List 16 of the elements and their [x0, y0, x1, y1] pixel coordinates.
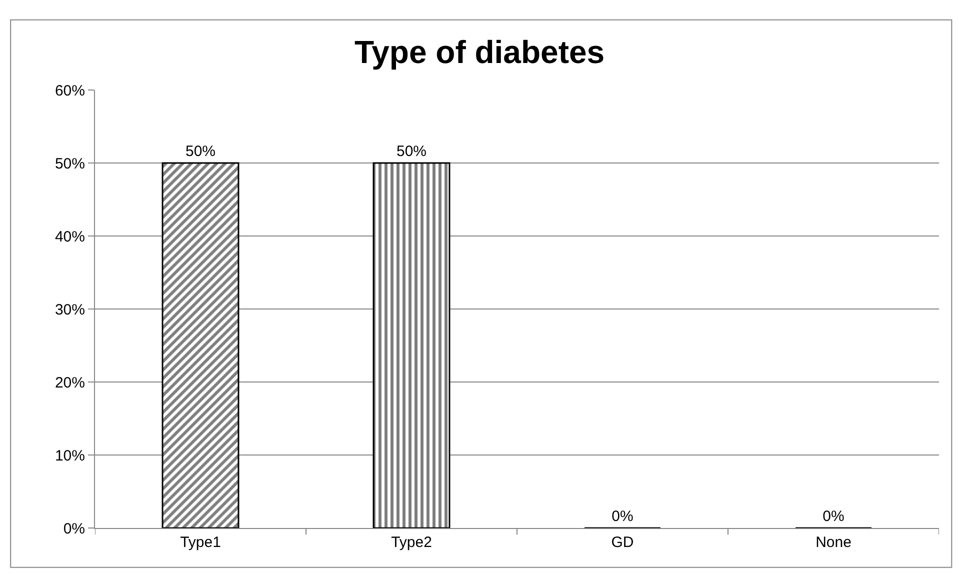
- x-tick-label: None: [816, 534, 852, 551]
- x-tick-label: Type2: [391, 534, 432, 551]
- data-label: 50%: [396, 143, 427, 160]
- y-tick-label: 40%: [54, 228, 85, 246]
- data-label: 0%: [822, 508, 844, 525]
- y-tick-label: 50%: [54, 155, 85, 172]
- data-label: 0%: [612, 508, 634, 525]
- y-tick-label: 30%: [54, 301, 85, 318]
- x-tick-label: GD: [611, 534, 634, 551]
- y-tick-label: 0%: [63, 520, 85, 538]
- y-tick-label: 10%: [54, 447, 85, 464]
- chart-title: Type of diabetes: [354, 34, 605, 70]
- data-label: 50%: [185, 143, 216, 160]
- y-tick-label: 20%: [54, 374, 85, 392]
- y-tick-label: 60%: [54, 82, 85, 100]
- x-tick-label: Type1: [180, 534, 221, 551]
